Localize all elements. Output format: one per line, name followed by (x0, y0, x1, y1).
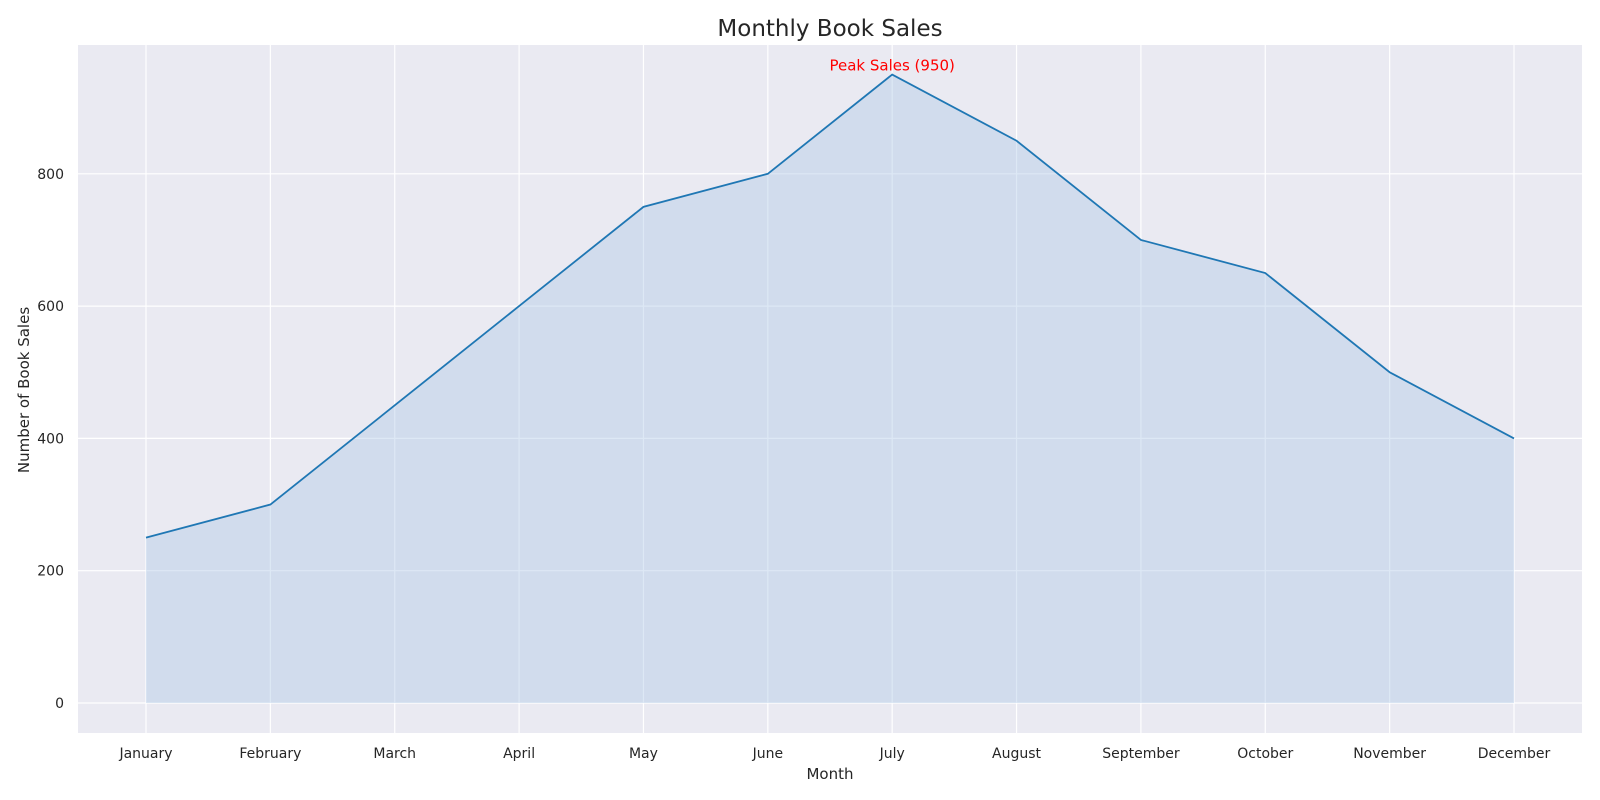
plot-area (78, 45, 1582, 733)
x-tick-label: July (879, 746, 905, 762)
x-tick-label: January (118, 746, 172, 762)
x-tick-label: November (1353, 746, 1426, 762)
series-line (145, 73, 1515, 539)
y-tick-label: 400 (37, 431, 64, 447)
y-axis-ticks: 0 200 400 600 800 (37, 167, 64, 712)
x-tick-label: June (752, 746, 784, 762)
grid-lines (78, 45, 1582, 733)
x-tick-label: December (1478, 746, 1551, 762)
x-tick-label: October (1237, 746, 1293, 762)
x-axis-ticks: January February March April May June July Augu… (118, 746, 1550, 762)
x-tick-label: May (629, 746, 658, 762)
x-tick-label: August (992, 746, 1042, 762)
x-tick-label: February (239, 746, 301, 762)
area-fill (146, 74, 1514, 703)
y-axis-title: Number of Book Sales (15, 307, 33, 473)
x-tick-label: September (1102, 746, 1180, 762)
chart-title: Monthly Book Sales (717, 16, 942, 42)
x-tick-label: March (373, 746, 416, 762)
peak-annotation: Peak Sales (950) (829, 57, 954, 75)
y-tick-label: 600 (37, 299, 64, 315)
y-tick-label: 200 (37, 564, 64, 580)
x-axis-title: Month (806, 765, 853, 783)
x-tick-label: April (503, 746, 535, 762)
y-tick-label: 800 (37, 167, 64, 183)
y-tick-label: 0 (55, 696, 64, 712)
